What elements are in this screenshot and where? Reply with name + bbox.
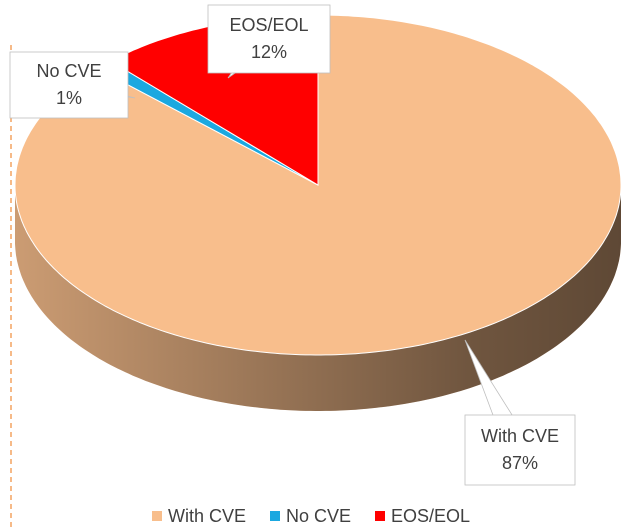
pie-tops <box>14 14 622 356</box>
data-label-category: No CVE <box>36 61 101 81</box>
legend-swatch <box>375 511 385 521</box>
callout-cover <box>10 52 128 118</box>
legend-item: With CVE <box>152 506 246 526</box>
data-label-value: 87% <box>502 453 538 473</box>
pie-side-shade <box>15 185 621 411</box>
legend-item: EOS/EOL <box>375 506 470 526</box>
data-label-value: 12% <box>251 42 287 62</box>
legend-item: No CVE <box>270 506 351 526</box>
data-label-value: 1% <box>56 88 82 108</box>
callout-cover <box>208 5 330 73</box>
pie-sides <box>15 185 621 411</box>
legend-swatch <box>152 511 162 521</box>
legend-swatch <box>270 511 280 521</box>
legend: With CVE No CVE EOS/EOL <box>152 506 470 526</box>
data-label-category: With CVE <box>481 426 559 446</box>
legend-label: No CVE <box>286 506 351 526</box>
legend-label: EOS/EOL <box>391 506 470 526</box>
data-label-category: EOS/EOL <box>229 15 308 35</box>
callout-cover <box>465 415 575 485</box>
legend-label: With CVE <box>168 506 246 526</box>
data-labels: With CVE 87% No CVE 1% EOS/EOL 12% <box>9 4 576 486</box>
